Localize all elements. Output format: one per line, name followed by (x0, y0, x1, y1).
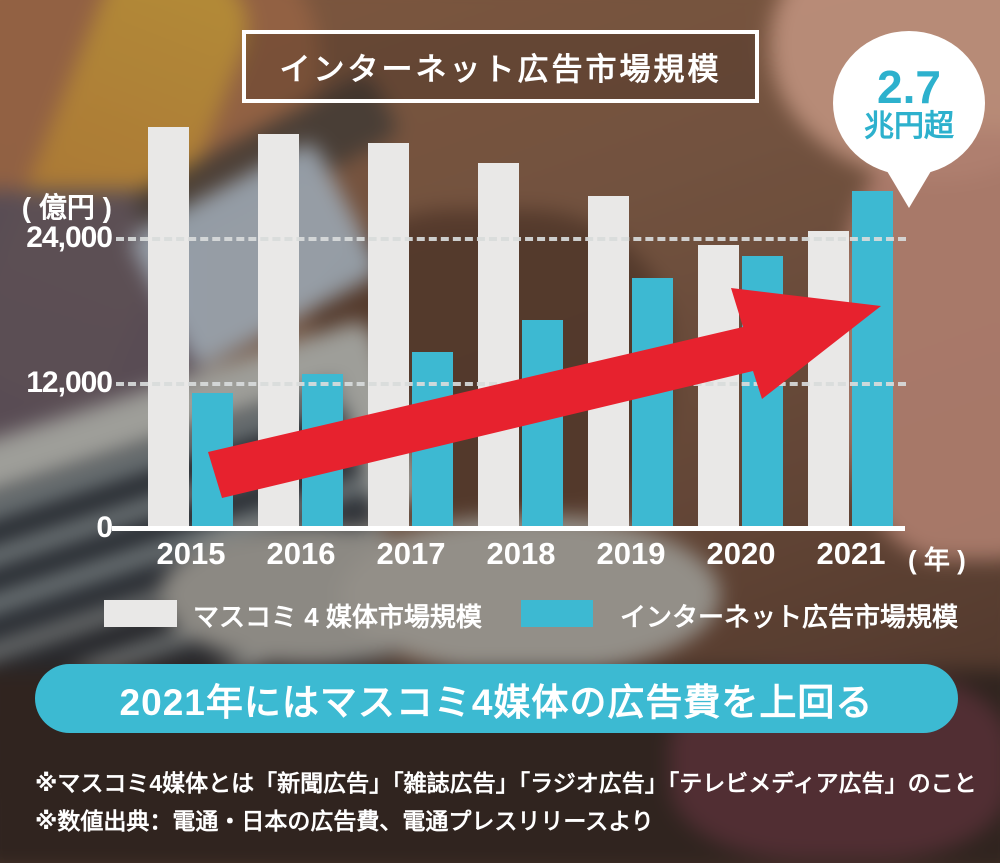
badge-pointer (884, 166, 934, 208)
highlight-badge: 2.7 兆円超 (833, 31, 985, 175)
x-tick-2020: 2020 (706, 536, 776, 571)
x-tick-2016: 2016 (266, 536, 336, 571)
bar-mass-media-2015 (148, 127, 189, 529)
footnote-source: ※数値出典：電通・日本の広告費、電通プレスリリースより (35, 808, 654, 834)
x-tick-2015: 2015 (156, 536, 226, 571)
badge-unit: 兆円超 (864, 110, 954, 143)
y-tick-12000: 12,000 (26, 366, 113, 399)
legend-label-internet: インターネット広告市場規模 (620, 602, 959, 632)
bar-mass-media-2020 (698, 245, 739, 529)
bar-internet-2016 (302, 374, 343, 529)
x-tick-2018: 2018 (486, 536, 556, 571)
footnotes: ※マスコミ4媒体とは「新聞広告」「雑誌広告」「ラジオ広告」「テレビメディア広告」… (35, 764, 977, 840)
gridline-24000 (116, 237, 906, 241)
chart-title: インターネット広告市場規模 (279, 52, 722, 87)
badge-value: 2.7 (877, 61, 941, 113)
conclusion-banner: 2021年にはマスコミ4媒体の広告費を上回る (35, 664, 958, 733)
y-tick-24000: 24,000 (26, 221, 113, 254)
x-axis-line (112, 526, 905, 531)
bar-internet-2017 (412, 352, 453, 529)
conclusion-text: 2021年にはマスコミ4媒体の広告費を上回る (119, 681, 874, 723)
x-tick-2017: 2017 (376, 536, 446, 571)
bar-mass-media-2019 (588, 196, 629, 529)
bar-mass-media-2016 (258, 134, 299, 529)
gridline-12000 (116, 382, 906, 386)
bar-internet-2020 (742, 256, 783, 529)
x-tick-2021: 2021 (816, 536, 886, 571)
bar-mass-media-2021 (808, 231, 849, 529)
bar-internet-2015 (192, 393, 233, 529)
legend-swatch-internet (521, 600, 593, 627)
y-tick-0: 0 (96, 511, 113, 544)
x-axis-unit: ( 年 ) (908, 545, 966, 575)
legend-label-mass-media: マスコミ 4 媒体市場規模 (193, 602, 482, 632)
footnote-definition: ※マスコミ4媒体とは「新聞広告」「雑誌広告」「ラジオ広告」「テレビメディア広告」… (35, 770, 977, 796)
bar-internet-2019 (632, 278, 673, 529)
legend-swatch-mass-media (104, 600, 177, 627)
bar-internet-2021 (852, 191, 893, 529)
x-tick-2019: 2019 (596, 536, 666, 571)
y-axis-unit: ( 億円 ) (21, 192, 112, 223)
bar-mass-media-2017 (368, 143, 409, 529)
bar-internet-2018 (522, 320, 563, 529)
bar-mass-media-2018 (478, 163, 519, 529)
chart-title-box: インターネット広告市場規模 (242, 30, 759, 103)
